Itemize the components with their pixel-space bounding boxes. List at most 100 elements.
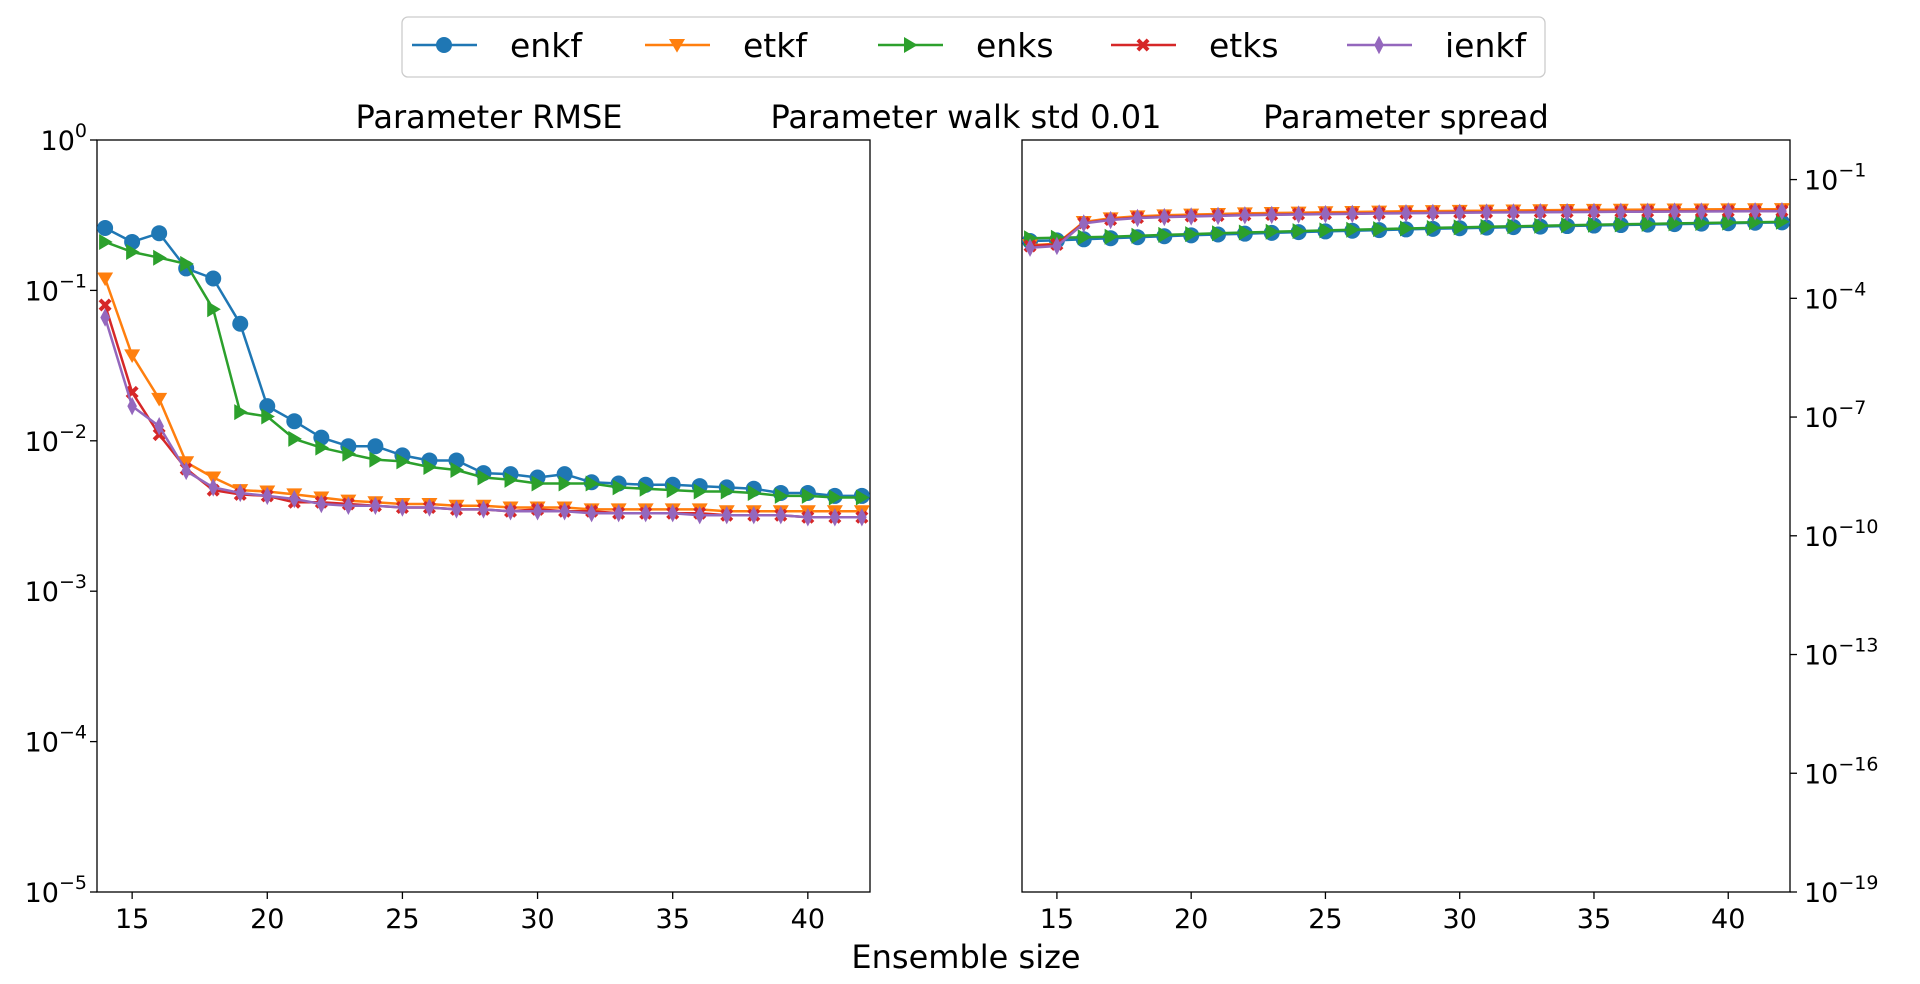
data-point-ienkf <box>1696 202 1707 221</box>
data-point-enks <box>180 255 194 272</box>
data-point-enks <box>1507 218 1522 235</box>
data-point-enks <box>828 489 843 506</box>
panel-parameter-rmse: Parameter RMSE 15 20 25 30 35 40 10−5 10−4 10−3 10… <box>25 98 871 935</box>
data-point-etkf <box>97 272 114 287</box>
data-point-ienkf <box>1266 205 1277 225</box>
x-tick-label: 15 <box>115 904 149 935</box>
data-point-enks <box>1212 225 1226 242</box>
x-tick-label: 20 <box>250 904 284 935</box>
y-tick-label: 10−1 <box>25 270 87 307</box>
data-point-ienkf <box>127 396 137 416</box>
data-point-enks <box>1480 218 1495 235</box>
data-point-enks <box>288 430 302 447</box>
data-point-ienkf <box>370 496 381 515</box>
data-point-ienkf <box>830 508 840 527</box>
legend: enkf etkf enks etks ienkf <box>401 16 1546 78</box>
y-tick-label: 100 <box>41 120 87 157</box>
plot-area <box>96 139 871 893</box>
data-point-ienkf <box>1562 202 1572 222</box>
data-point-ienkf <box>1481 203 1492 222</box>
data-point-ienkf <box>1777 201 1787 221</box>
data-point-etkf <box>124 349 141 363</box>
legend-label-enks: enks <box>976 26 1054 65</box>
data-point-ienkf <box>748 506 759 525</box>
legend-label-enkf: enkf <box>510 26 583 65</box>
data-point-enks <box>1292 223 1307 240</box>
data-point-ienkf <box>1589 202 1599 222</box>
data-point-enks <box>1695 214 1709 231</box>
data-point-enks <box>1561 217 1575 234</box>
data-point-ienkf <box>1132 208 1143 228</box>
data-point-ienkf <box>559 502 570 521</box>
data-point-enks <box>801 487 816 504</box>
data-point-enks <box>1426 219 1441 236</box>
data-point-enkf <box>151 225 168 242</box>
y-tick-label: 10−4 <box>25 722 87 759</box>
data-point-enks <box>666 482 681 499</box>
data-point-ienkf <box>1105 210 1116 230</box>
legend-marker-enkf <box>436 37 452 53</box>
data-point-enks <box>855 489 870 506</box>
legend-frame <box>401 16 1546 78</box>
data-point-ienkf <box>1454 203 1465 222</box>
data-point-ienkf <box>694 506 705 525</box>
data-point-enkf <box>97 219 114 236</box>
data-point-enks <box>1104 228 1119 245</box>
data-point-enks <box>1749 214 1763 231</box>
data-point-ienkf <box>776 506 786 525</box>
data-point-enks <box>1319 222 1334 239</box>
data-point-ienkf <box>1078 214 1089 233</box>
data-point-ienkf <box>1320 204 1331 224</box>
data-point-enks <box>396 453 411 470</box>
data-point-enks <box>450 461 465 478</box>
data-point-enks <box>1453 219 1468 236</box>
x-tick-label: 25 <box>385 904 419 935</box>
data-point-enks <box>720 483 735 500</box>
data-point-enks <box>1534 217 1548 234</box>
data-point-ienkf <box>316 494 327 514</box>
data-point-enks <box>1722 214 1736 231</box>
data-point-etks <box>98 298 112 312</box>
y-tick-label: 10−2 <box>25 421 87 458</box>
data-point-ienkf <box>397 498 408 517</box>
data-point-ienkf <box>262 486 273 506</box>
y-tick-label: 10−13 <box>1804 635 1878 672</box>
data-point-ienkf <box>803 508 813 527</box>
data-point-enks <box>1158 226 1172 243</box>
data-point-enks <box>558 475 573 492</box>
data-point-enks <box>1131 227 1146 244</box>
legend-label-etks: etks <box>1209 26 1279 65</box>
y-tick-label: 10−7 <box>1804 397 1866 434</box>
data-point-enks <box>477 469 492 486</box>
data-point-ienkf <box>532 502 543 521</box>
legend-marker-ienkf <box>1374 35 1384 55</box>
data-point-ienkf <box>857 508 867 527</box>
x-tick-label: 25 <box>1308 904 1342 935</box>
data-point-enks <box>747 484 762 501</box>
data-point-enks <box>315 439 329 456</box>
data-point-enks <box>693 483 708 500</box>
data-point-etkf <box>151 392 168 407</box>
data-point-enks <box>1265 223 1280 240</box>
data-point-enks <box>369 451 383 468</box>
data-point-ienkf <box>451 500 462 519</box>
x-tick-label: 15 <box>1040 904 1074 935</box>
data-point-ienkf <box>1347 204 1358 224</box>
data-point-enks <box>99 233 113 250</box>
data-point-ienkf <box>1669 202 1680 221</box>
data-point-enkf <box>232 315 249 332</box>
data-point-ienkf <box>1240 206 1250 225</box>
y-tick-label: 10−19 <box>1804 872 1878 909</box>
data-point-enks <box>234 404 248 421</box>
data-point-ienkf <box>1374 204 1384 223</box>
data-point-ienkf <box>181 461 191 481</box>
data-point-enks <box>1400 220 1414 237</box>
y-tick-label: 10−16 <box>1804 753 1878 790</box>
panel-title: Parameter spread <box>1263 98 1549 136</box>
data-point-ienkf <box>235 483 246 503</box>
y-tick-label: 10−1 <box>1804 160 1866 197</box>
data-point-enkf <box>367 438 384 455</box>
x-tick-label: 35 <box>656 904 690 935</box>
data-point-enkf <box>286 413 303 430</box>
